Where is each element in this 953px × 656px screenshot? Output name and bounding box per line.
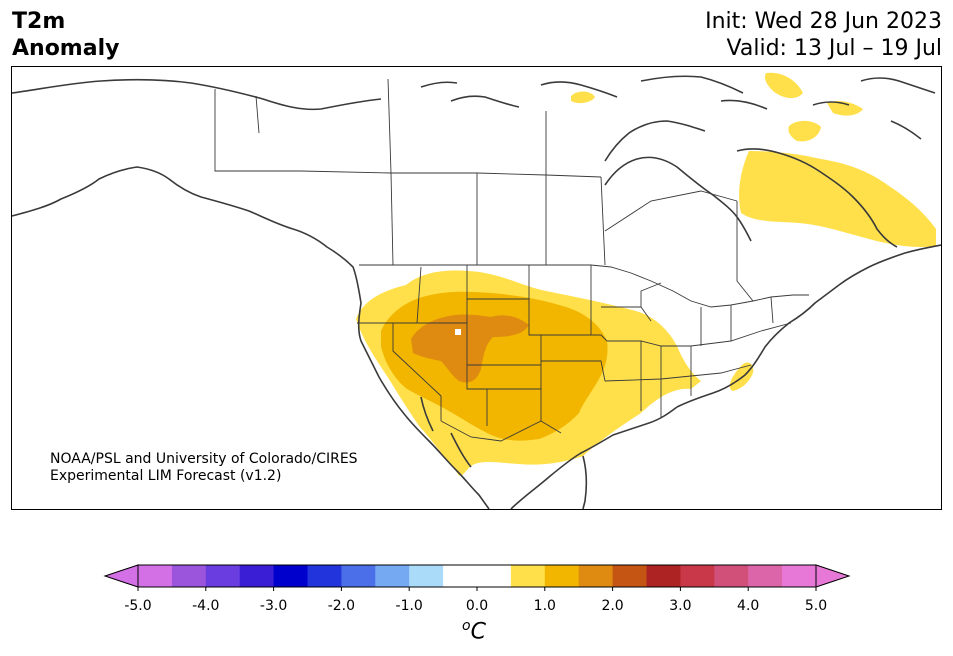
colorbar-cell bbox=[646, 565, 681, 587]
political-borders bbox=[214, 78, 809, 442]
colorbar-cell bbox=[409, 565, 444, 587]
colorbar-tick-label: -4.0 bbox=[192, 598, 220, 614]
variable-subtitle: Anomaly bbox=[12, 36, 120, 61]
forecast-dates: Init: Wed 28 Jun 2023 Valid: 13 Jul – 19… bbox=[705, 8, 942, 62]
unit-symbol: C bbox=[470, 619, 486, 645]
colorbar-cell bbox=[443, 565, 478, 587]
colorbar-cells bbox=[138, 565, 817, 587]
colorbar-cell bbox=[578, 565, 614, 587]
colorbar-cell bbox=[138, 565, 173, 587]
colorbar-tick-label: -2.0 bbox=[327, 598, 356, 614]
colorbar-cell bbox=[612, 565, 648, 587]
anomaly-gap bbox=[455, 329, 461, 335]
colorbar-tick-label: -3.0 bbox=[259, 598, 288, 614]
colorbar-tick-label: -5.0 bbox=[124, 598, 152, 614]
valid-range: Valid: 13 Jul – 19 Jul bbox=[726, 36, 942, 61]
colorbar-under-arrow bbox=[103, 564, 139, 588]
colorbar-cell bbox=[782, 565, 817, 587]
colorbar-tick-label: 3.0 bbox=[669, 598, 692, 614]
colorbar-cell bbox=[477, 565, 512, 587]
colorbar-cell bbox=[714, 565, 749, 587]
colorbar-cell bbox=[205, 565, 241, 587]
colorbar-cell bbox=[748, 565, 783, 587]
colorbar-ticks bbox=[137, 587, 817, 591]
map-panel: NOAA/PSL and University of Colorado/CIRE… bbox=[11, 66, 942, 510]
init-date: Init: Wed 28 Jun 2023 bbox=[705, 9, 942, 34]
colorbar-cell bbox=[680, 565, 715, 587]
anomaly-band-dark bbox=[411, 314, 529, 383]
colorbar-cell bbox=[375, 565, 410, 587]
credit-line-2: Experimental LIM Forecast (v1.2) bbox=[50, 468, 282, 484]
colorbar-cell bbox=[510, 565, 546, 587]
variable-name: T2m bbox=[12, 9, 66, 34]
colorbar-tick-label: 0.0 bbox=[465, 598, 489, 614]
credit-line-1: NOAA/PSL and University of Colorado/CIRE… bbox=[50, 451, 358, 467]
colorbar-tick-label: 5.0 bbox=[804, 598, 828, 614]
colorbar-cell bbox=[239, 565, 275, 587]
colorbar-tick-label: 2.0 bbox=[601, 598, 624, 614]
colorbar-over-arrow bbox=[815, 564, 851, 588]
coastlines bbox=[12, 75, 941, 509]
colorbar-tick-label: 1.0 bbox=[533, 598, 556, 614]
map-title: T2m Anomaly bbox=[12, 8, 119, 62]
colorbar-tick-label: 4.0 bbox=[737, 598, 760, 614]
colorbar-unit: oC bbox=[462, 618, 486, 644]
colorbar-cell bbox=[544, 565, 580, 587]
colorbar-cell bbox=[307, 565, 342, 587]
colorbar-cell bbox=[171, 565, 207, 587]
credit-text: NOAA/PSL and University of Colorado/CIRE… bbox=[50, 451, 358, 485]
colorbar-tick-label: -1.0 bbox=[395, 598, 423, 614]
colorbar-cell bbox=[273, 565, 309, 587]
degree-superscript: o bbox=[462, 618, 471, 634]
colorbar-cell bbox=[341, 565, 376, 587]
north-america-map bbox=[12, 72, 941, 509]
